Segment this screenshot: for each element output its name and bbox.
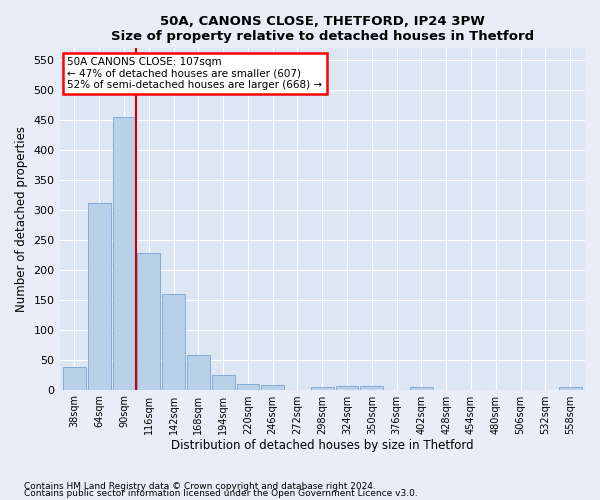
Title: 50A, CANONS CLOSE, THETFORD, IP24 3PW
Size of property relative to detached hous: 50A, CANONS CLOSE, THETFORD, IP24 3PW Si… [111,15,534,43]
Bar [63,367,86,390]
Bar [113,116,136,390]
Text: Contains HM Land Registry data © Crown copyright and database right 2024.: Contains HM Land Registry data © Crown c… [24,482,376,491]
Bar [311,387,334,390]
Text: Contains public sector information licensed under the Open Government Licence v3: Contains public sector information licen… [24,490,418,498]
Bar [410,386,433,390]
Bar [162,294,185,390]
Bar [137,253,160,390]
Y-axis label: Number of detached properties: Number of detached properties [15,126,28,312]
Bar [187,355,210,390]
Bar [559,387,581,390]
Bar [212,374,235,390]
Bar [261,385,284,390]
Bar [236,384,259,390]
Text: 50A CANONS CLOSE: 107sqm
← 47% of detached houses are smaller (607)
52% of semi-: 50A CANONS CLOSE: 107sqm ← 47% of detach… [67,57,323,90]
Bar [88,204,110,390]
Bar [361,386,383,390]
X-axis label: Distribution of detached houses by size in Thetford: Distribution of detached houses by size … [171,440,473,452]
Bar [335,386,358,390]
